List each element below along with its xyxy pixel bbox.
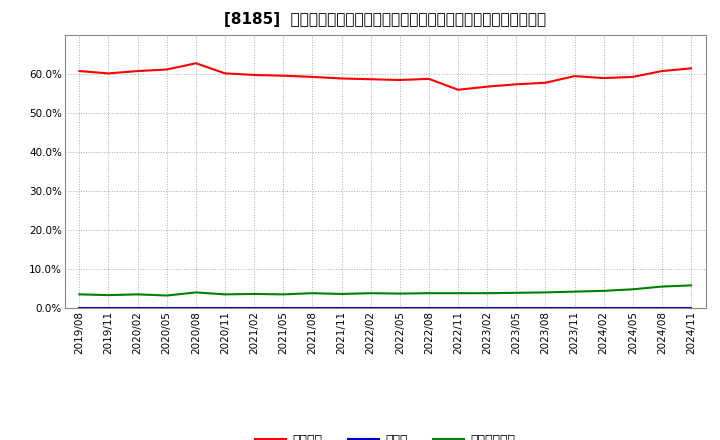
繰延税金資産 — [454, 290, 462, 296]
のれん — [337, 305, 346, 311]
自己資本 — [192, 61, 200, 66]
繰延税金資産 — [687, 283, 696, 288]
のれん — [308, 305, 317, 311]
のれん — [250, 305, 258, 311]
自己資本 — [512, 82, 521, 87]
のれん — [366, 305, 375, 311]
のれん — [163, 305, 171, 311]
自己資本 — [250, 72, 258, 77]
自己資本 — [483, 84, 492, 89]
繰延税金資産 — [192, 290, 200, 295]
のれん — [395, 305, 404, 311]
自己資本 — [75, 68, 84, 73]
のれん — [483, 305, 492, 311]
自己資本 — [279, 73, 287, 78]
のれん — [570, 305, 579, 311]
自己資本 — [599, 75, 608, 81]
Line: 自己資本: 自己資本 — [79, 63, 691, 90]
Title: [8185]  自己資本、のれん、繰延税金資産の総資産に対する比率の推移: [8185] 自己資本、のれん、繰延税金資産の総資産に対する比率の推移 — [224, 12, 546, 27]
自己資本 — [454, 87, 462, 92]
繰延税金資産 — [104, 293, 113, 298]
自己資本 — [104, 71, 113, 76]
のれん — [192, 305, 200, 311]
繰延税金資産 — [250, 291, 258, 297]
繰延税金資産 — [395, 291, 404, 296]
のれん — [133, 305, 142, 311]
繰延税金資産 — [483, 290, 492, 296]
繰延税金資産 — [599, 288, 608, 293]
繰延税金資産 — [541, 290, 550, 295]
繰延税金資産 — [133, 292, 142, 297]
のれん — [599, 305, 608, 311]
繰延税金資産 — [629, 286, 637, 292]
Legend: 自己資本, のれん, 繰延税金資産: 自己資本, のれん, 繰延税金資産 — [251, 429, 521, 440]
のれん — [425, 305, 433, 311]
のれん — [629, 305, 637, 311]
繰延税金資産 — [512, 290, 521, 295]
繰延税金資産 — [570, 289, 579, 294]
自己資本 — [687, 66, 696, 71]
自己資本 — [541, 80, 550, 85]
繰延税金資産 — [308, 290, 317, 296]
自己資本 — [133, 68, 142, 73]
自己資本 — [163, 67, 171, 72]
繰延税金資産 — [366, 290, 375, 296]
自己資本 — [629, 74, 637, 80]
自己資本 — [220, 71, 229, 76]
繰延税金資産 — [337, 291, 346, 297]
自己資本 — [425, 76, 433, 81]
繰延税金資産 — [220, 292, 229, 297]
のれん — [279, 305, 287, 311]
のれん — [220, 305, 229, 311]
のれん — [75, 305, 84, 311]
自己資本 — [366, 77, 375, 82]
のれん — [104, 305, 113, 311]
自己資本 — [308, 74, 317, 80]
自己資本 — [395, 77, 404, 83]
自己資本 — [657, 68, 666, 73]
のれん — [687, 305, 696, 311]
のれん — [541, 305, 550, 311]
のれん — [454, 305, 462, 311]
繰延税金資産 — [163, 293, 171, 298]
Line: 繰延税金資産: 繰延税金資産 — [79, 286, 691, 296]
自己資本 — [570, 73, 579, 79]
繰延税金資産 — [75, 292, 84, 297]
のれん — [657, 305, 666, 311]
繰延税金資産 — [657, 284, 666, 289]
繰延税金資産 — [425, 290, 433, 296]
自己資本 — [337, 76, 346, 81]
繰延税金資産 — [279, 292, 287, 297]
のれん — [512, 305, 521, 311]
